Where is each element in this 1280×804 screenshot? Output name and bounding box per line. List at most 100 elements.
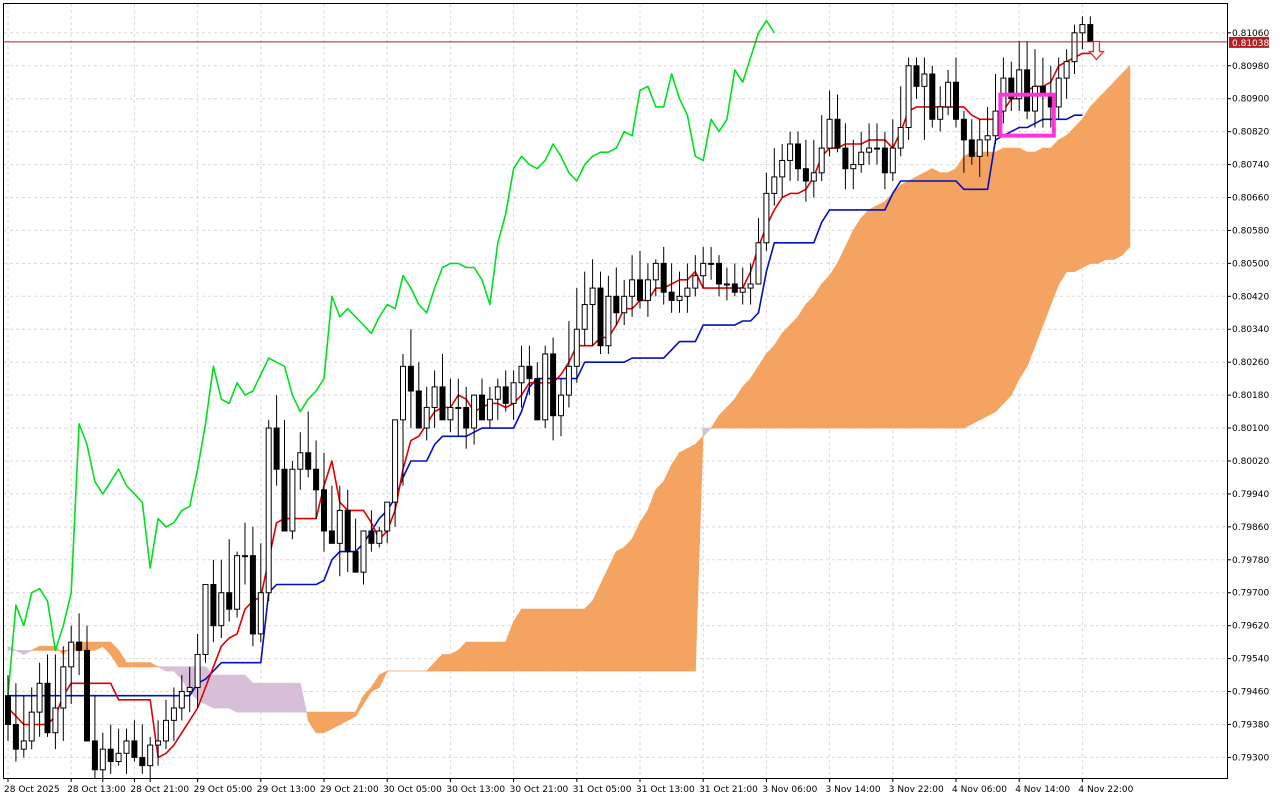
candle-body[interactable] [668,291,675,301]
candle-body[interactable] [289,468,296,532]
candle-body[interactable] [881,147,888,174]
candle-body[interactable] [1032,85,1038,112]
candle-body[interactable] [265,427,272,594]
candle-body[interactable] [779,159,786,178]
candle-body[interactable] [929,73,936,120]
candle-body[interactable] [700,262,707,277]
candle-body[interactable] [321,489,327,532]
candle-body[interactable] [771,176,778,194]
candle-body[interactable] [747,283,754,289]
candle-body[interactable] [818,147,825,174]
candle-body[interactable] [542,353,549,421]
candle-body[interactable] [218,592,225,627]
candle-body[interactable] [344,509,351,553]
candle-body[interactable] [60,666,67,709]
candle-body[interactable] [889,147,896,174]
candle-body[interactable] [313,468,320,491]
candle-body[interactable] [194,653,201,688]
candle-body[interactable] [913,65,920,87]
candle-body[interactable] [384,501,391,532]
candle-body[interactable] [976,139,983,157]
candle-body[interactable] [352,551,359,573]
candle-body[interactable] [716,262,722,285]
candle-body[interactable] [178,691,185,709]
candle-body[interactable] [336,509,343,544]
candle-body[interactable] [163,719,169,742]
candle-body[interactable] [249,555,256,635]
candle-body[interactable] [328,530,335,544]
candle-body[interactable] [874,147,880,150]
candle-body[interactable] [297,452,304,470]
candle-body[interactable] [12,723,19,750]
candle-body[interactable] [1008,77,1015,100]
candle-body[interactable] [20,740,27,750]
candle-body[interactable] [597,287,604,347]
candle-body[interactable] [684,287,691,297]
candle-body[interactable] [447,406,454,421]
candle-body[interactable] [376,530,383,544]
price-axis[interactable]: 0.81060 0.80980 0.80900 0.80820 0.80740 0.806… [1227,29,1269,764]
candle-body[interactable] [573,328,580,367]
candle-body[interactable] [960,118,967,141]
candle-body[interactable] [644,279,651,301]
time-axis[interactable]: 28 Oct 2025 28 Oct 13:00 28 Oct 21:00 29 Oc… [4,778,1134,795]
candle-body[interactable] [415,390,422,429]
candle-body[interactable] [423,406,430,429]
candle-body[interactable] [281,468,288,532]
candle-body[interactable] [147,744,154,767]
candle-body[interactable] [5,695,11,725]
candle-body[interactable] [605,295,612,347]
candle-body[interactable] [802,168,809,182]
candle-body[interactable] [479,394,485,421]
candle-body[interactable] [518,365,525,384]
candle-body[interactable] [368,530,375,544]
candle-body[interactable] [155,740,162,746]
candle-body[interactable] [392,419,399,503]
candle-body[interactable] [273,427,280,470]
candle-body[interactable] [463,406,470,429]
candle-body[interactable] [992,110,999,137]
candle-body[interactable] [1087,24,1094,42]
candle-body[interactable] [953,81,959,120]
candle-body[interactable] [186,686,193,693]
candle-body[interactable] [84,649,90,742]
candle-body[interactable] [226,592,233,610]
candle-body[interactable] [984,135,991,141]
candle-body[interactable] [763,192,770,244]
candle-body[interactable] [787,143,794,161]
candle-body[interactable] [502,386,509,404]
candle-body[interactable] [439,386,446,421]
candle-body[interactable] [107,748,114,763]
candle-body[interactable] [810,172,817,182]
candle-body[interactable] [234,555,241,610]
candle-body[interactable] [921,73,928,87]
candle-body[interactable] [471,394,478,429]
candle-body[interactable] [494,386,501,400]
candle-body[interactable] [526,365,533,380]
candle-body[interactable] [510,382,517,404]
candle-body[interactable] [210,584,217,627]
candle-body[interactable] [692,275,699,289]
candle-body[interactable] [455,406,462,409]
candle-body[interactable] [1071,32,1078,63]
candle-body[interactable] [1016,69,1023,100]
candle-body[interactable] [36,682,43,713]
candle-body[interactable] [968,139,975,157]
candle-body[interactable] [676,295,683,301]
candle-body[interactable] [581,304,588,330]
candle-body[interactable] [257,592,264,635]
candle-body[interactable] [1063,61,1070,79]
candle-body[interactable] [565,365,572,396]
candle-body[interactable] [1055,77,1062,108]
candle-body[interactable] [91,740,98,771]
candle-body[interactable] [123,740,130,754]
candle-body[interactable] [115,752,122,763]
candle-body[interactable] [400,365,406,421]
candle-body[interactable] [534,378,541,421]
candle-body[interactable] [431,386,438,408]
candle-body[interactable] [866,147,873,153]
candle-body[interactable] [170,707,177,721]
candle-body[interactable] [1079,24,1086,34]
candle-body[interactable] [850,164,857,170]
